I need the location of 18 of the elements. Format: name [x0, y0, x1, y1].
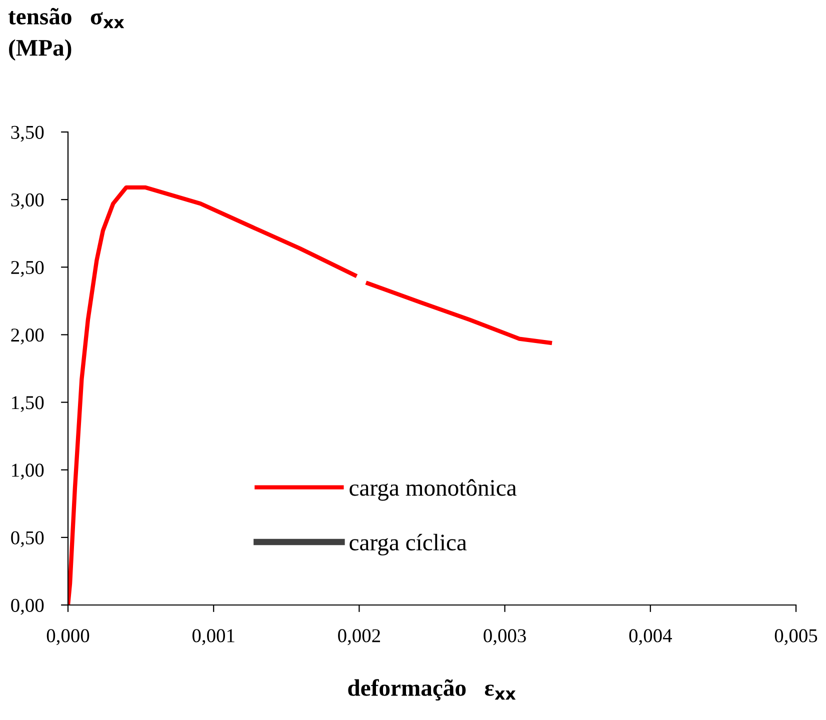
y-tick-label: 0,00	[11, 598, 44, 615]
x-axis-title: deformação ε$_{xx}$	[348, 679, 516, 701]
x-tick-label: 0,000	[46, 629, 90, 646]
legend-label: carga monotônica	[350, 479, 517, 501]
y-tick-label: 1,50	[12, 396, 44, 412]
y-tick-label: 1,00	[12, 464, 44, 480]
x-tick-label: 0,003	[484, 629, 526, 646]
x-tick-label: 0,001	[192, 629, 234, 646]
y-tick-label: 0,50	[11, 531, 44, 548]
text: tensão σ$_{xx}$ (MPa)	[8, 8, 124, 61]
legend-label: carga cíclica	[350, 534, 467, 556]
y-tick-label: 2,50	[11, 260, 44, 277]
x-tick-label: 0,004	[629, 629, 672, 646]
x-tick-label: 0,002	[338, 629, 380, 646]
y-tick-label: 3,00	[11, 193, 44, 210]
y-tick-label: 3,50	[11, 126, 44, 142]
y-tick-label: 2,00	[11, 328, 44, 344]
x-tick-label: 0,005	[774, 629, 818, 646]
